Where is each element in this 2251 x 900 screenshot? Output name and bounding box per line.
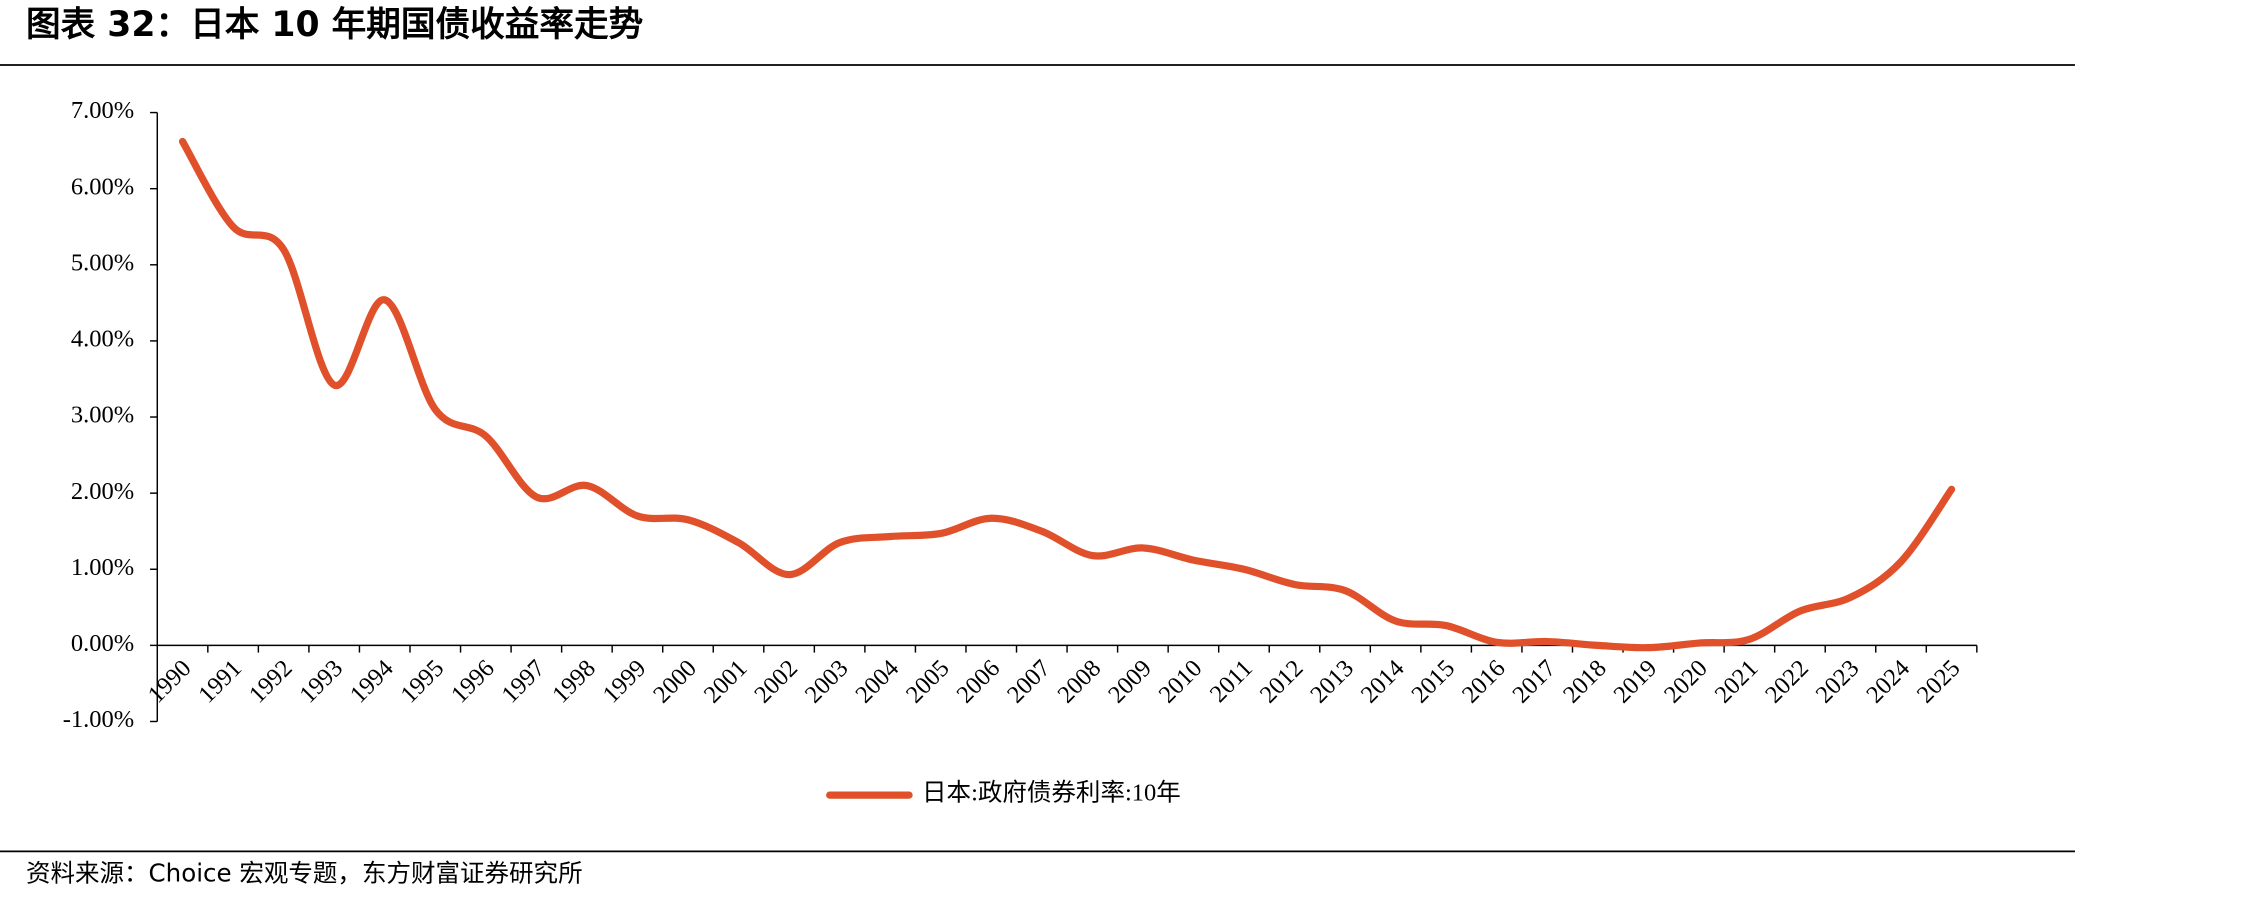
x-tick-label: 2021 (1710, 655, 1764, 709)
series-line (178, 137, 1956, 652)
x-tick-label: 2000 (648, 655, 702, 709)
x-tick-label: 1995 (395, 655, 449, 709)
y-tick-label: 0.00% (71, 630, 134, 657)
y-tick-label: 1.00% (71, 554, 134, 581)
x-tick-label: 2020 (1659, 655, 1713, 709)
x-tick-label: 2023 (1811, 655, 1865, 709)
y-tick-label: 2.00% (71, 478, 134, 505)
x-tick-label: 2019 (1609, 655, 1663, 709)
x-tick-label: 1994 (345, 655, 399, 709)
x-tick-label: 2022 (1760, 655, 1814, 709)
x-tick-label: 2014 (1356, 655, 1410, 709)
x-tick-label: 2006 (951, 655, 1005, 709)
x-tick-label: 2003 (800, 655, 854, 709)
y-tick-label: 5.00% (71, 249, 134, 276)
x-tick-label: 1998 (547, 655, 601, 709)
source: 资料来源：Choice 宏观专题，东方财富证券研究所 (26, 858, 583, 887)
x-tick-label: 2012 (1255, 655, 1309, 709)
y-tick-label: -1.00% (63, 706, 135, 733)
x-tick-label: 2008 (1053, 655, 1107, 709)
x-tick-label: 1997 (497, 655, 551, 709)
x-tick-label: 1996 (446, 655, 500, 709)
x-tick-label: 2005 (901, 655, 955, 709)
x-tick-label: 1992 (244, 655, 298, 709)
y-tick-label: 7.00% (71, 97, 134, 124)
x-tick-label: 2018 (1558, 655, 1612, 709)
x-tick-label: 2001 (699, 655, 753, 709)
x-tick-label: 2009 (1103, 655, 1157, 709)
y-tick-label: 4.00% (71, 326, 134, 353)
x-tick-label: 2004 (850, 655, 904, 709)
x-tick-label: 2002 (749, 655, 803, 709)
x-tick-label: 2010 (1154, 655, 1208, 709)
x-tick-label: 2016 (1457, 655, 1511, 709)
x-tick-label: 1993 (294, 655, 348, 709)
x-tick-label: 2024 (1861, 655, 1915, 709)
x-tick-label: 2025 (1912, 655, 1966, 709)
x-tick-label: 2015 (1406, 655, 1460, 709)
chart-title: 图表 32：日本 10 年期国债收益率走势 (26, 5, 643, 45)
x-tick-label: 2011 (1205, 655, 1258, 708)
legend-label: 日本:政府债券利率:10年 (922, 779, 1181, 807)
x-tick-label: 1991 (193, 655, 247, 709)
x-tick-label: 1999 (598, 655, 652, 709)
x-tick-label: 2007 (1002, 655, 1056, 709)
y-tick-label: 6.00% (71, 173, 134, 200)
y-tick-label: 3.00% (71, 402, 134, 429)
x-tick-label: 2017 (1507, 655, 1561, 709)
x-tick-label: 2013 (1305, 655, 1359, 709)
x-tick-label: 1990 (143, 655, 197, 709)
